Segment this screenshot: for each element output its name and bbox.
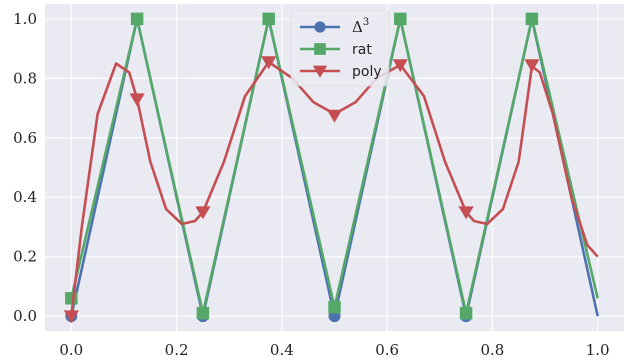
data-point xyxy=(524,59,540,73)
legend-item: rat xyxy=(300,42,372,58)
data-point xyxy=(196,306,210,320)
data-point xyxy=(459,306,473,320)
data-point xyxy=(392,59,408,73)
legend-label: poly xyxy=(352,64,382,80)
data-point xyxy=(328,300,341,314)
series-rat xyxy=(65,12,599,320)
data-point xyxy=(65,292,78,305)
data-point xyxy=(458,206,474,220)
data-point xyxy=(195,206,211,220)
x-tick-label: 0.6 xyxy=(375,341,399,359)
y-tick-label: 0.4 xyxy=(13,188,37,206)
data-point xyxy=(63,310,79,324)
series-layer xyxy=(63,12,599,324)
data-point xyxy=(394,12,407,26)
legend-marker xyxy=(314,21,326,33)
x-tick-label: 1.0 xyxy=(586,341,610,359)
tick-labels: 0.0 0.2 0.4 0.6 0.8 1.0 0.0 0.2 0.4 0.6 0.8 1.0 xyxy=(13,10,609,359)
y-tick-label: 1.0 xyxy=(13,10,37,28)
legend-item: poly xyxy=(300,64,382,80)
x-tick-label: 0.2 xyxy=(165,341,189,359)
data-point xyxy=(129,93,145,107)
legend-marker xyxy=(314,43,326,55)
data-point xyxy=(130,12,144,26)
y-tick-label: 0.2 xyxy=(13,248,37,266)
legend-label: rat xyxy=(352,42,372,58)
legend-marker xyxy=(312,65,328,78)
data-point xyxy=(262,12,275,26)
series-poly xyxy=(63,56,599,324)
x-tick-label: 0.4 xyxy=(270,341,294,359)
data-point xyxy=(326,109,343,123)
data-point xyxy=(261,56,277,70)
y-tick-label: 0.0 xyxy=(13,307,37,325)
x-tick-label: 0.8 xyxy=(480,341,504,359)
data-point xyxy=(525,12,539,26)
y-tick-label: 0.6 xyxy=(13,129,37,147)
y-tick-label: 0.8 xyxy=(13,69,37,87)
x-tick-label: 0.0 xyxy=(59,341,83,359)
